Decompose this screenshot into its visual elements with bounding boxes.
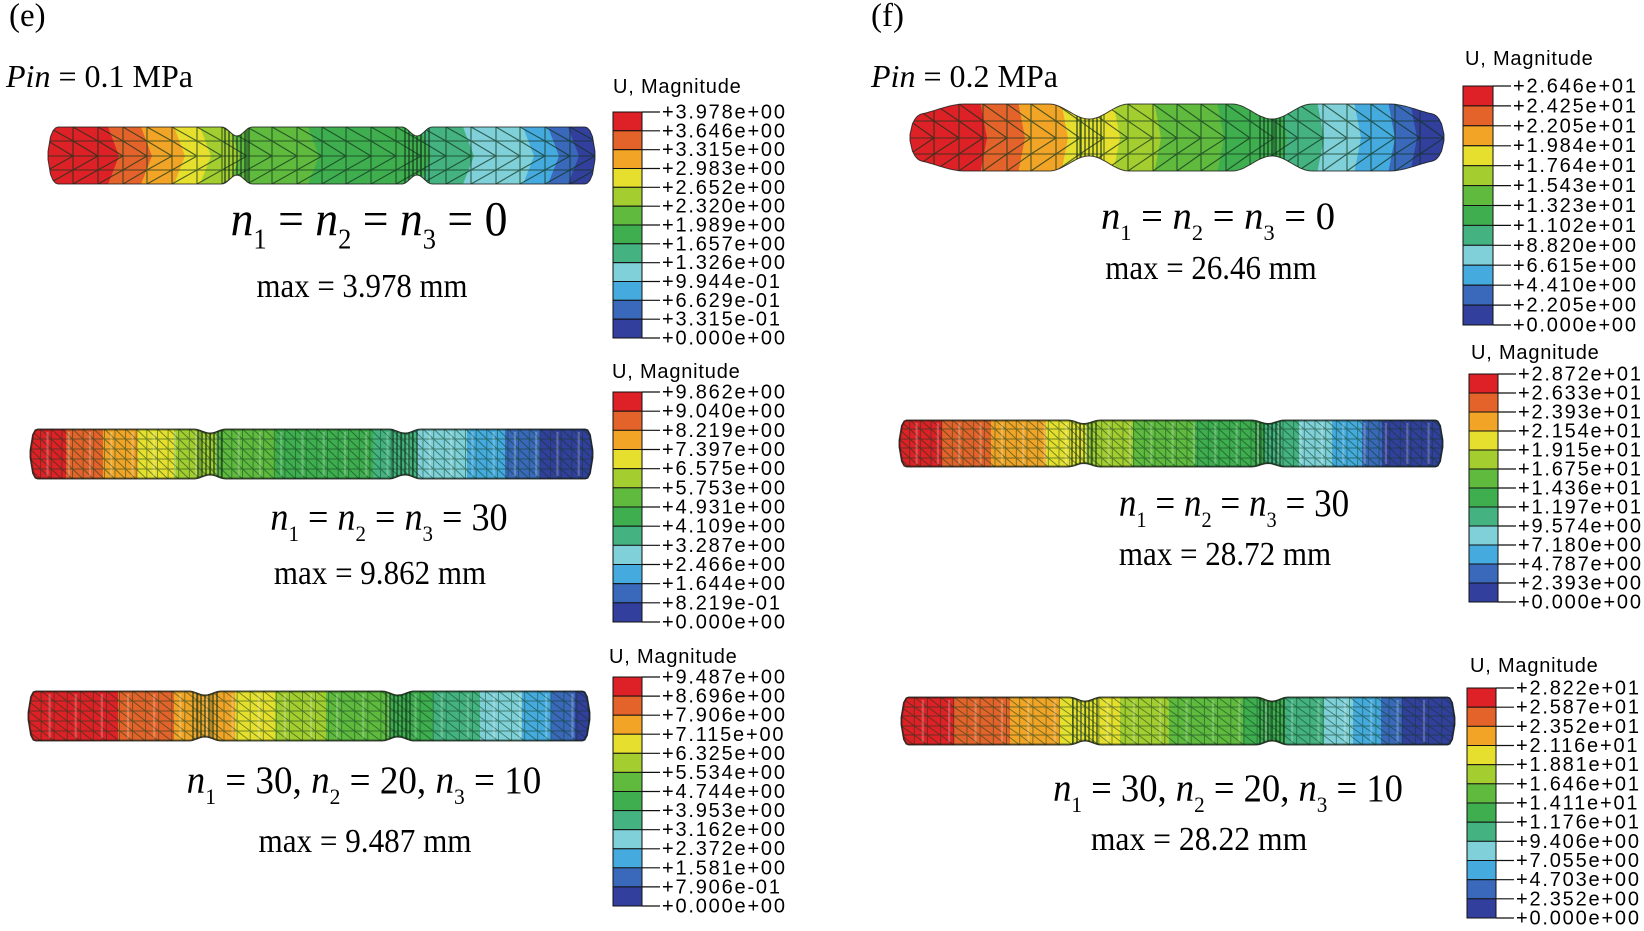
svg-text:+2.352e+01: +2.352e+01 [1516, 716, 1641, 738]
svg-text:+2.646e+01: +2.646e+01 [1513, 76, 1638, 98]
svg-text:+1.657e+00: +1.657e+00 [662, 233, 787, 255]
svg-text:+2.983e+00: +2.983e+00 [662, 158, 787, 180]
svg-text:+7.180e+00: +7.180e+00 [1518, 535, 1643, 557]
svg-text:+2.116e+01: +2.116e+01 [1516, 735, 1639, 757]
svg-text:+4.410e+00: +4.410e+00 [1513, 275, 1638, 297]
svg-text:+0.000e+00: +0.000e+00 [1518, 592, 1643, 614]
svg-text:+2.372e+00: +2.372e+00 [662, 838, 787, 860]
svg-text:+1.984e+01: +1.984e+01 [1513, 135, 1638, 157]
svg-text:+1.581e+00: +1.581e+00 [662, 857, 787, 879]
svg-text:+7.906e+00: +7.906e+00 [662, 705, 787, 727]
svg-text:+1.764e+01: +1.764e+01 [1513, 155, 1638, 177]
svg-text:+7.906e-01: +7.906e-01 [662, 876, 782, 898]
svg-text:+1.323e+01: +1.323e+01 [1513, 195, 1638, 217]
svg-text:+2.872e+01: +2.872e+01 [1518, 364, 1643, 386]
svg-text:+3.287e+00: +3.287e+00 [662, 535, 787, 557]
svg-text:+4.744e+00: +4.744e+00 [662, 781, 787, 803]
svg-text:+1.411e+01: +1.411e+01 [1516, 793, 1639, 815]
svg-text:+1.675e+01: +1.675e+01 [1518, 459, 1643, 481]
svg-text:+0.000e+00: +0.000e+00 [1516, 908, 1641, 930]
svg-text:+9.406e+00: +9.406e+00 [1516, 831, 1641, 853]
svg-text:+4.109e+00: +4.109e+00 [662, 516, 787, 538]
svg-text:+6.325e+00: +6.325e+00 [662, 743, 787, 765]
svg-text:+2.466e+00: +2.466e+00 [662, 554, 787, 576]
svg-text:+0.000e+00: +0.000e+00 [662, 612, 787, 634]
svg-text:+9.574e+00: +9.574e+00 [1518, 516, 1643, 538]
svg-text:+1.102e+01: +1.102e+01 [1513, 215, 1638, 237]
svg-text:+0.000e+00: +0.000e+00 [1513, 315, 1638, 337]
svg-text:+9.040e+00: +9.040e+00 [662, 401, 787, 423]
svg-text:+1.646e+01: +1.646e+01 [1516, 773, 1641, 795]
svg-text:+2.154e+01: +2.154e+01 [1518, 421, 1643, 443]
svg-text:+3.953e+00: +3.953e+00 [662, 800, 787, 822]
svg-text:+2.633e+01: +2.633e+01 [1518, 383, 1643, 405]
svg-text:+2.393e+00: +2.393e+00 [1518, 573, 1643, 595]
svg-text:+1.881e+01: +1.881e+01 [1516, 754, 1641, 776]
svg-text:+3.646e+00: +3.646e+00 [662, 120, 787, 142]
svg-text:+4.931e+00: +4.931e+00 [662, 497, 787, 519]
svg-text:+7.397e+00: +7.397e+00 [662, 439, 787, 461]
svg-text:+4.787e+00: +4.787e+00 [1518, 554, 1643, 576]
svg-text:+6.629e-01: +6.629e-01 [662, 290, 782, 312]
svg-text:+1.436e+01: +1.436e+01 [1518, 478, 1643, 500]
svg-text:+2.587e+01: +2.587e+01 [1516, 697, 1641, 719]
svg-text:+6.575e+00: +6.575e+00 [662, 458, 787, 480]
svg-text:U, Magnitude: U, Magnitude [1470, 655, 1599, 677]
svg-text:+2.352e+00: +2.352e+00 [1516, 888, 1641, 910]
svg-text:+1.197e+01: +1.197e+01 [1518, 497, 1643, 519]
svg-text:U, Magnitude: U, Magnitude [1471, 342, 1600, 364]
svg-text:+8.696e+00: +8.696e+00 [662, 686, 787, 708]
svg-text:U, Magnitude: U, Magnitude [1465, 48, 1594, 70]
svg-text:+0.000e+00: +0.000e+00 [662, 328, 787, 350]
svg-text:+9.487e+00: +9.487e+00 [662, 667, 787, 689]
svg-text:+0.000e+00: +0.000e+00 [662, 896, 787, 918]
svg-text:+5.753e+00: +5.753e+00 [662, 477, 787, 499]
svg-text:+6.615e+00: +6.615e+00 [1513, 255, 1638, 277]
svg-text:+2.822e+01: +2.822e+01 [1516, 678, 1641, 700]
svg-text:+7.055e+00: +7.055e+00 [1516, 850, 1641, 872]
svg-text:+8.820e+00: +8.820e+00 [1513, 235, 1638, 257]
svg-text:+2.205e+01: +2.205e+01 [1513, 115, 1638, 137]
svg-text:+2.393e+01: +2.393e+01 [1518, 402, 1643, 424]
svg-text:+1.644e+00: +1.644e+00 [662, 573, 787, 595]
svg-text:U, Magnitude: U, Magnitude [612, 361, 741, 383]
svg-text:+5.534e+00: +5.534e+00 [662, 762, 787, 784]
svg-text:+9.944e-01: +9.944e-01 [662, 271, 782, 293]
svg-text:+1.915e+01: +1.915e+01 [1518, 440, 1643, 462]
svg-text:+1.543e+01: +1.543e+01 [1513, 175, 1638, 197]
svg-text:+3.978e+00: +3.978e+00 [662, 102, 787, 124]
svg-text:+2.425e+01: +2.425e+01 [1513, 95, 1638, 117]
svg-text:+3.315e+00: +3.315e+00 [662, 139, 787, 161]
svg-text:U, Magnitude: U, Magnitude [609, 646, 738, 668]
svg-text:+2.320e+00: +2.320e+00 [662, 196, 787, 218]
svg-text:+1.326e+00: +1.326e+00 [662, 252, 787, 274]
svg-text:+3.162e+00: +3.162e+00 [662, 819, 787, 841]
svg-text:+2.205e+00: +2.205e+00 [1513, 295, 1638, 317]
svg-text:+7.115e+00: +7.115e+00 [662, 724, 785, 746]
svg-text:+8.219e+00: +8.219e+00 [662, 420, 787, 442]
svg-text:U, Magnitude: U, Magnitude [613, 76, 742, 98]
svg-text:+2.652e+00: +2.652e+00 [662, 177, 787, 199]
svg-text:+3.315e-01: +3.315e-01 [662, 309, 782, 331]
svg-text:+1.989e+00: +1.989e+00 [662, 215, 787, 237]
svg-text:+4.703e+00: +4.703e+00 [1516, 869, 1641, 891]
svg-text:+8.219e-01: +8.219e-01 [662, 592, 782, 614]
svg-text:+9.862e+00: +9.862e+00 [662, 382, 787, 404]
svg-text:+1.176e+01: +1.176e+01 [1516, 812, 1641, 834]
